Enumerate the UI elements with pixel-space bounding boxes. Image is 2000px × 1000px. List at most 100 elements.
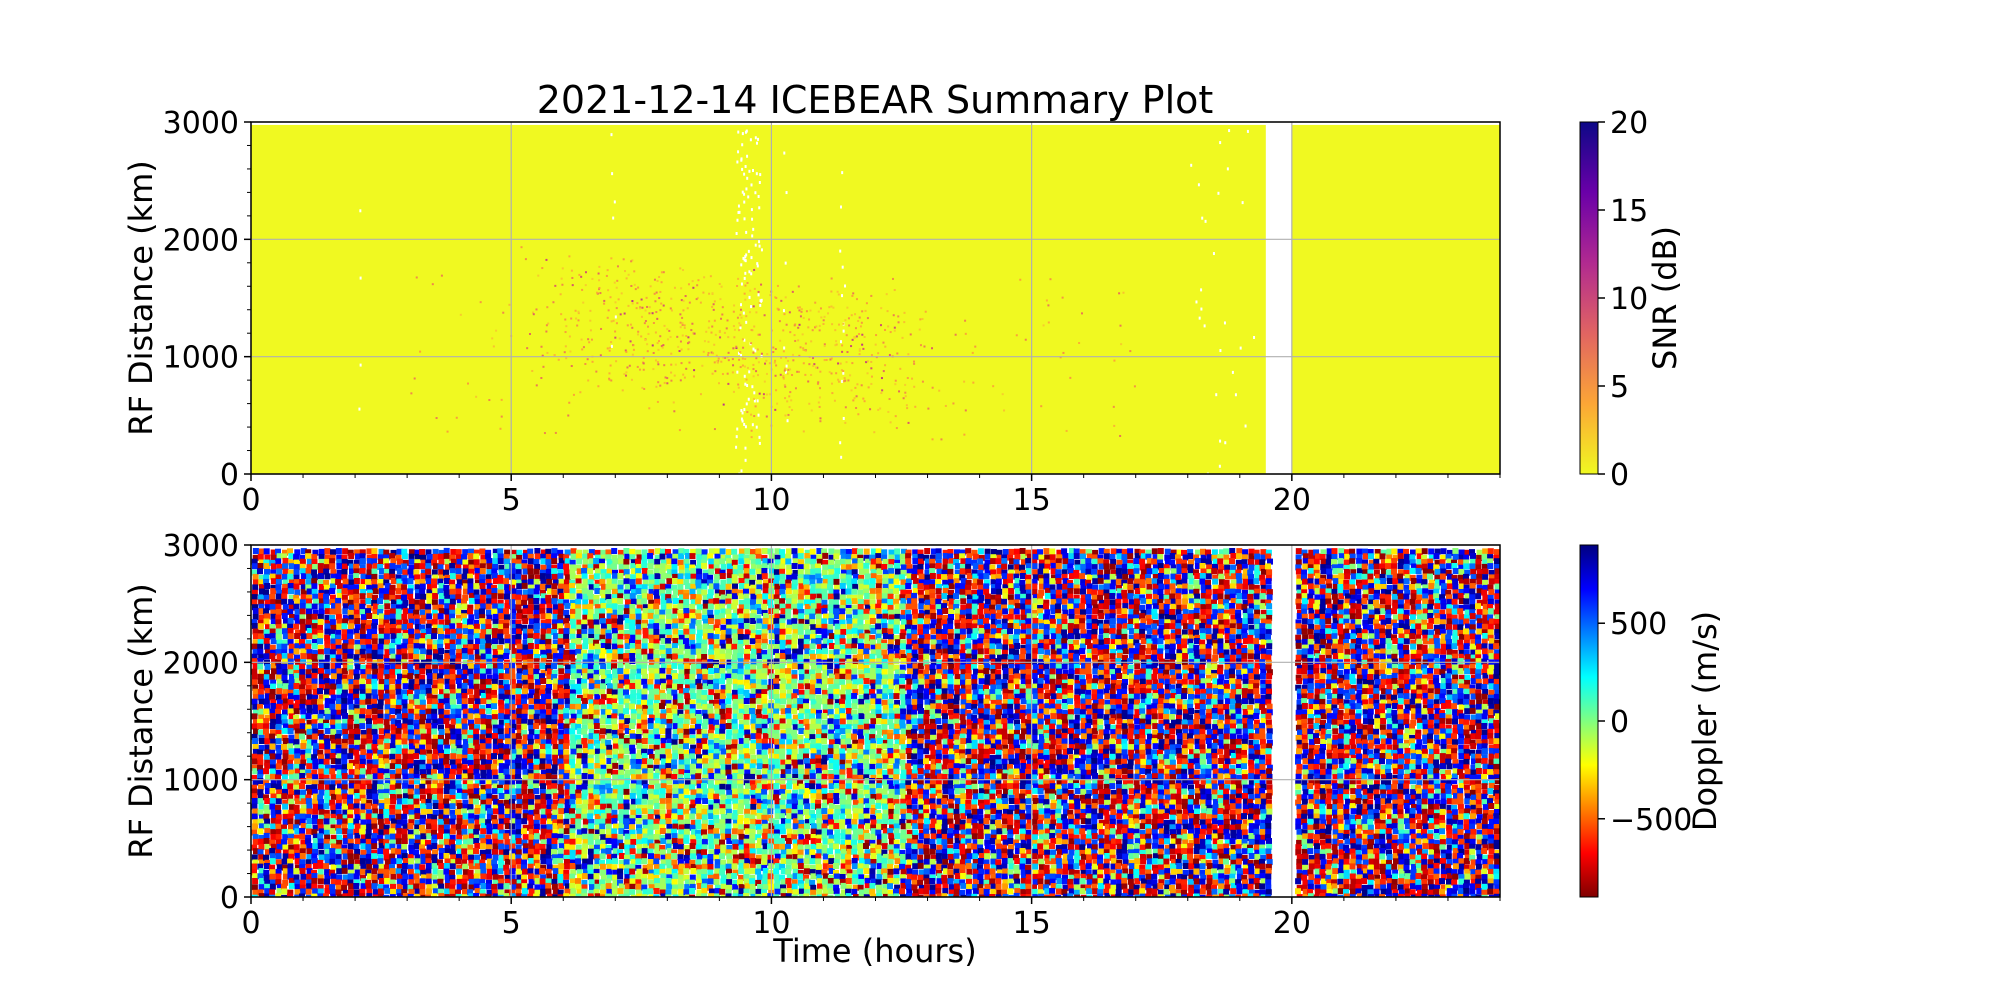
snr-point xyxy=(716,361,719,364)
doppler-point xyxy=(438,574,445,581)
doppler-point xyxy=(474,638,481,645)
doppler-point xyxy=(576,619,583,626)
doppler-point xyxy=(275,834,282,841)
doppler-point xyxy=(540,818,547,825)
doppler-point xyxy=(449,839,455,846)
doppler-point xyxy=(509,704,516,711)
x-tick-label: 5 xyxy=(502,483,521,518)
doppler-point xyxy=(306,704,313,711)
doppler-point xyxy=(539,689,545,696)
snr-point xyxy=(625,350,628,353)
doppler-point xyxy=(288,563,295,570)
doppler-point xyxy=(438,863,445,869)
doppler-point xyxy=(287,689,294,696)
snr-point xyxy=(732,390,735,393)
doppler-point xyxy=(336,814,343,821)
doppler-point xyxy=(401,548,408,555)
doppler-point xyxy=(533,773,540,780)
doppler-point xyxy=(378,679,385,685)
doppler-point xyxy=(527,654,534,661)
doppler-point xyxy=(294,828,301,835)
doppler-point xyxy=(390,638,397,645)
snr-point xyxy=(682,309,685,312)
doppler-point xyxy=(325,849,331,855)
doppler-point xyxy=(264,563,270,570)
snr-point xyxy=(634,288,637,291)
doppler-point xyxy=(353,789,360,796)
doppler-point xyxy=(523,633,529,640)
doppler-point xyxy=(545,779,552,786)
doppler-point xyxy=(509,763,516,769)
doppler-point xyxy=(509,823,516,830)
doppler-point xyxy=(275,859,282,866)
doppler-point xyxy=(341,864,348,871)
doppler-point xyxy=(348,563,355,570)
doppler-point xyxy=(492,819,498,826)
doppler-point xyxy=(533,819,540,826)
doppler-point xyxy=(540,723,547,730)
snr-sparse-gap xyxy=(759,303,762,307)
doppler-point xyxy=(281,824,287,831)
snr-point xyxy=(670,352,673,355)
snr-point xyxy=(699,301,702,304)
doppler-point xyxy=(527,778,534,785)
doppler-point xyxy=(462,799,469,806)
snr-point xyxy=(913,360,916,363)
doppler-point xyxy=(299,563,306,570)
doppler-point xyxy=(252,694,259,701)
doppler-point xyxy=(504,878,511,885)
doppler-point xyxy=(281,858,288,865)
doppler-point xyxy=(545,878,552,885)
doppler-point xyxy=(335,603,342,610)
doppler-point xyxy=(522,679,529,686)
doppler-point xyxy=(269,723,276,729)
doppler-point xyxy=(486,563,493,570)
doppler-point xyxy=(485,634,492,641)
doppler-point xyxy=(408,669,415,676)
doppler-point xyxy=(257,554,264,560)
snr-point xyxy=(750,328,753,331)
doppler-point xyxy=(468,893,475,897)
snr-point xyxy=(639,368,642,371)
doppler-point xyxy=(395,824,402,831)
doppler-point xyxy=(461,634,468,641)
snr-point xyxy=(755,370,758,373)
doppler-point xyxy=(575,818,582,825)
snr-point xyxy=(717,382,720,385)
doppler-point xyxy=(390,848,397,855)
snr-sparse-gap xyxy=(741,167,744,171)
doppler-point xyxy=(389,628,396,634)
doppler-point xyxy=(486,594,493,601)
doppler-point xyxy=(504,759,511,766)
doppler-point xyxy=(510,588,517,595)
snr-sparse-gap xyxy=(839,340,842,344)
doppler-point xyxy=(575,638,582,644)
doppler-point xyxy=(257,798,264,805)
doppler-point xyxy=(258,714,265,721)
doppler-point xyxy=(365,883,372,890)
doppler-point xyxy=(324,688,330,695)
doppler-point xyxy=(588,638,595,644)
doppler-point xyxy=(479,704,486,711)
snr-sparse-gap xyxy=(736,218,739,222)
doppler-point xyxy=(540,718,547,725)
doppler-point xyxy=(408,768,415,775)
doppler-point xyxy=(521,614,528,621)
snr-point xyxy=(595,370,598,373)
doppler-point xyxy=(407,868,414,875)
doppler-point xyxy=(294,678,301,685)
doppler-point xyxy=(324,698,331,705)
snr-sparse-gap xyxy=(758,435,761,439)
snr-point xyxy=(843,377,846,380)
doppler-point xyxy=(468,679,475,686)
snr-point xyxy=(581,348,584,351)
doppler-point xyxy=(575,823,582,830)
doppler-point xyxy=(371,678,378,685)
doppler-point xyxy=(366,753,373,760)
doppler-point xyxy=(480,759,487,766)
doppler-point xyxy=(431,633,437,640)
doppler-point xyxy=(305,684,312,691)
doppler-point xyxy=(372,889,379,896)
doppler-point xyxy=(263,578,270,585)
doppler-point xyxy=(581,573,588,580)
